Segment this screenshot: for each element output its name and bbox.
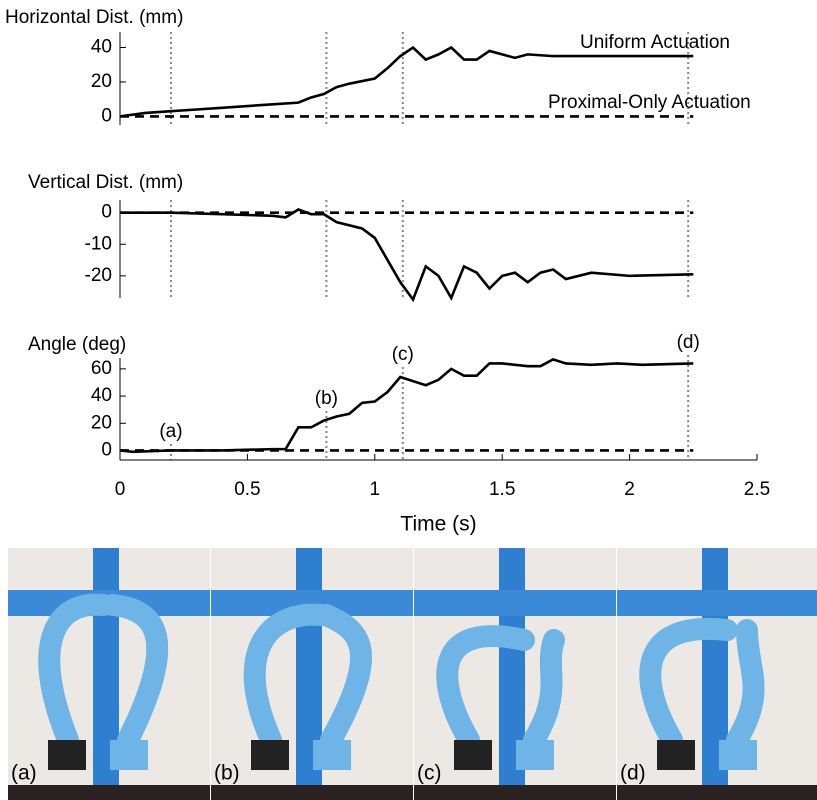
cross-horizontal — [414, 590, 616, 616]
photo: (a) — [8, 548, 210, 800]
base-right — [719, 740, 757, 770]
table — [8, 785, 210, 800]
x-tick-label: 0.5 — [234, 479, 260, 500]
y-tick-label: 20 — [91, 412, 112, 433]
y-tick-label: 60 — [91, 358, 112, 379]
x-tick-label: 2.5 — [744, 479, 770, 500]
data-line — [119, 45, 694, 118]
annotation: (a) — [159, 421, 182, 442]
annotation: (b) — [315, 388, 338, 409]
base-right — [516, 740, 554, 770]
finger — [523, 629, 565, 751]
x-tick-label: 1 — [370, 479, 381, 500]
table — [617, 785, 817, 800]
series-label: Uniform Actuation — [580, 32, 730, 53]
finger — [726, 619, 765, 751]
x-tick-label: 0 — [115, 479, 126, 500]
x-axis-label: Time (s) — [400, 513, 476, 536]
base-left — [251, 740, 289, 770]
base-left — [48, 740, 86, 770]
y-tick-label: 0 — [101, 202, 112, 223]
y-tick-label: 40 — [91, 37, 112, 58]
data-line — [119, 357, 694, 454]
y-tick-label: 20 — [91, 71, 112, 92]
base-left — [657, 740, 695, 770]
finger — [243, 603, 332, 751]
y-tick-label: 0 — [101, 105, 112, 126]
annotation: (c) — [392, 344, 414, 365]
cross-horizontal — [617, 590, 817, 616]
base-right — [313, 740, 351, 770]
base-right — [110, 740, 148, 770]
x-tick-label: 1.5 — [489, 479, 515, 500]
photo-label: (d) — [620, 762, 646, 785]
photo: (d) — [617, 548, 817, 800]
x-tick-label: 2 — [624, 479, 635, 500]
photo-label: (b) — [214, 762, 240, 785]
annotation: (d) — [677, 332, 700, 353]
photo-label: (a) — [11, 762, 37, 785]
chart-title: Vertical Dist. (mm) — [28, 172, 183, 193]
finger — [315, 604, 373, 751]
y-tick-label: 0 — [101, 439, 112, 460]
finger — [38, 593, 114, 751]
finger — [436, 625, 535, 751]
y-tick-label: -10 — [85, 233, 112, 254]
chart-title: Horizontal Dist. (mm) — [5, 7, 183, 28]
data-line — [120, 208, 694, 303]
photo: (c) — [414, 548, 616, 800]
y-tick-label: 40 — [91, 385, 112, 406]
finger — [102, 594, 169, 751]
photo: (b) — [211, 548, 413, 800]
table — [211, 785, 413, 800]
chart-title: Angle (deg) — [28, 334, 126, 355]
y-tick-label: -20 — [85, 265, 112, 286]
base-left — [454, 740, 492, 770]
series-label: Proximal-Only Actuation — [548, 92, 751, 113]
photo-label: (c) — [417, 762, 442, 785]
table — [414, 785, 616, 800]
finger — [639, 617, 738, 751]
